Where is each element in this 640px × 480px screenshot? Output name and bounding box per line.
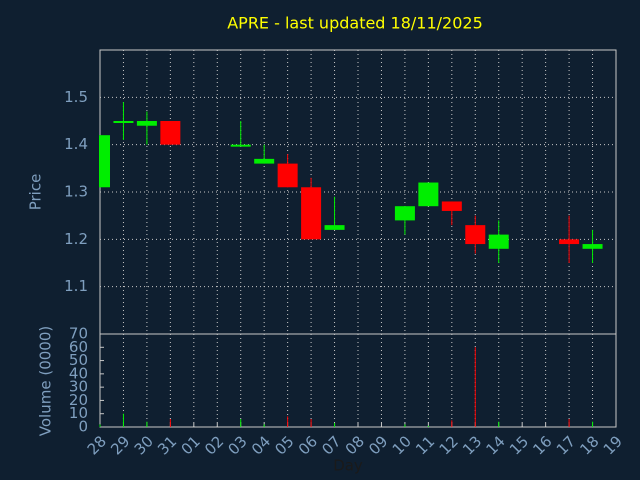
chart-title: APRE - last updated 18/11/2025 [227, 14, 483, 33]
volume-tick-label: 20 [69, 391, 88, 409]
candle-body [99, 135, 110, 188]
candle-body [488, 234, 509, 249]
y-tick-label: 1.5 [64, 88, 88, 106]
candle-body [582, 244, 603, 249]
volume-tick-label: 10 [69, 404, 88, 422]
candle-body [277, 163, 298, 188]
volume-tick-label: 40 [69, 364, 88, 382]
volume-tick-label: 60 [69, 338, 88, 356]
candle-body [559, 239, 580, 245]
y-tick-label: 1.2 [64, 230, 88, 248]
volume-axis-label: Volume (0000) [37, 326, 55, 436]
y-tick-label: 1.4 [64, 135, 88, 153]
volume-tick-label: 30 [69, 378, 88, 396]
y-tick-label: 1.3 [64, 183, 88, 201]
y-axis-label: Price [27, 174, 45, 211]
candle-body [254, 158, 275, 164]
candle-body [324, 225, 345, 230]
volume-tick-label: 70 [69, 325, 88, 343]
candle-body [160, 121, 181, 145]
candle-body [465, 225, 486, 245]
candle-body [394, 206, 415, 221]
y-tick-label: 1.1 [64, 277, 88, 295]
volume-tick-label: 50 [69, 351, 88, 369]
candle-body [301, 187, 322, 240]
candle-body [136, 121, 157, 126]
candle-body [230, 144, 251, 147]
volume-panel [99, 333, 617, 428]
volume-tick-label: 0 [78, 418, 88, 436]
candle-body [113, 121, 134, 123]
candle-body [441, 201, 462, 211]
x-axis-label: Day [333, 457, 363, 475]
candle-body [418, 182, 439, 207]
